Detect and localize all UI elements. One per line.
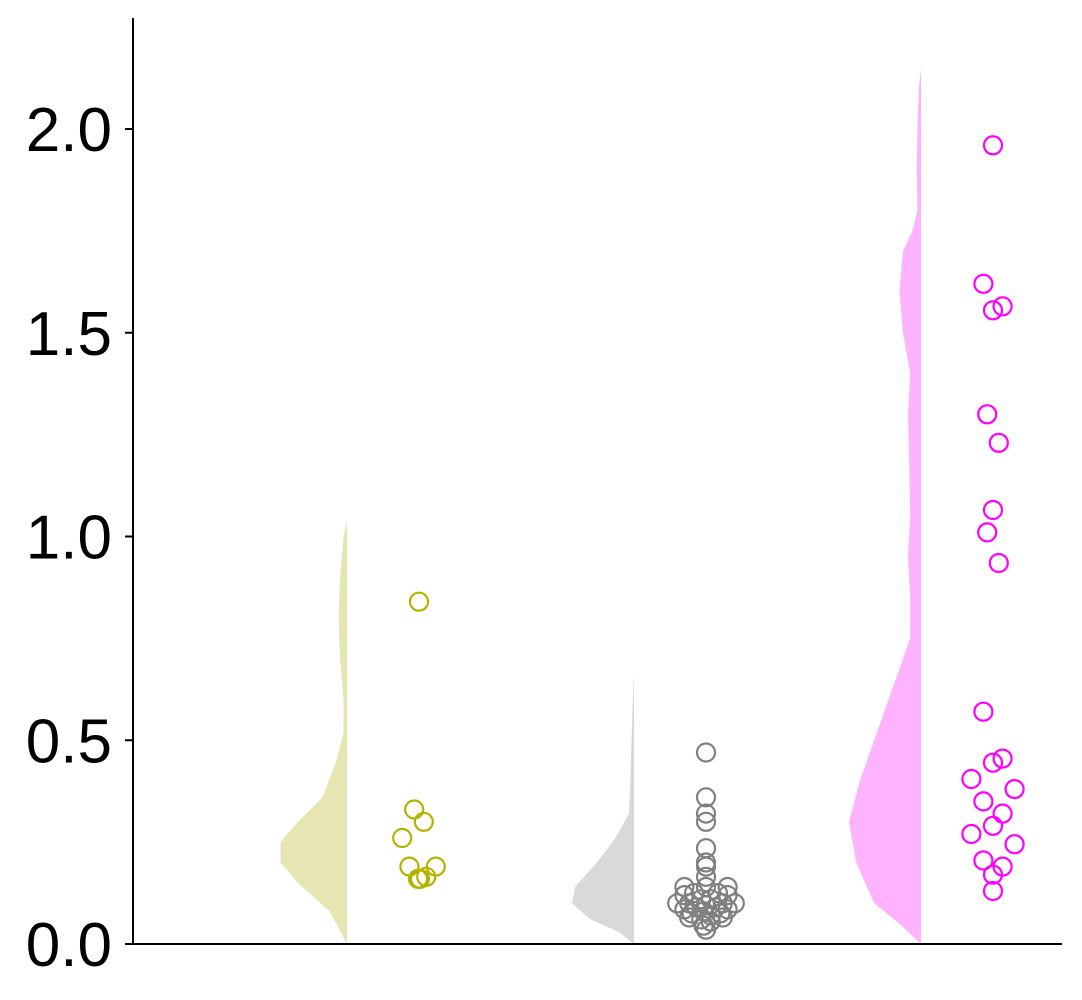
data-point xyxy=(988,552,1009,574)
data-point xyxy=(693,915,714,936)
y-tick-label: 0.0 xyxy=(26,911,112,980)
data-point xyxy=(404,799,425,820)
data-point xyxy=(695,742,717,763)
data-point xyxy=(982,864,1004,885)
axes xyxy=(132,18,1062,945)
data-point xyxy=(425,856,446,877)
data-point xyxy=(973,701,994,722)
data-point xyxy=(724,893,745,914)
data-point xyxy=(695,787,717,808)
data-point xyxy=(413,811,434,832)
data-point xyxy=(695,866,717,887)
data-point xyxy=(700,905,721,926)
density-cloud xyxy=(280,520,347,944)
data-point xyxy=(977,522,998,543)
density-cloud xyxy=(849,67,921,944)
data-point xyxy=(961,768,982,790)
data-point xyxy=(973,791,994,812)
y-tick-label: 1.0 xyxy=(26,504,112,573)
y-ticks: 0.0 0.5 1.0 1.5 2.0 xyxy=(26,96,133,980)
data-point xyxy=(695,856,717,877)
data-point xyxy=(667,893,688,914)
data-point xyxy=(982,499,1004,521)
data-point xyxy=(982,815,1004,836)
data-point xyxy=(982,880,1004,902)
data-point xyxy=(973,850,994,871)
data-point xyxy=(982,135,1004,156)
data-point xyxy=(992,296,1013,317)
data-point xyxy=(695,919,717,940)
data-point xyxy=(408,591,430,612)
density-cloud xyxy=(572,675,634,944)
data-point xyxy=(1004,778,1025,800)
data-point xyxy=(988,432,1009,453)
data-point xyxy=(409,868,431,889)
data-point xyxy=(982,752,1004,773)
y-tick-label: 0.5 xyxy=(26,707,112,776)
points-layer xyxy=(392,135,1025,940)
data-point xyxy=(977,404,998,425)
y-tick-label: 2.0 xyxy=(26,96,112,165)
density-layer xyxy=(280,67,921,944)
data-point xyxy=(695,803,717,824)
data-point xyxy=(392,827,413,849)
data-point xyxy=(712,907,733,928)
data-point xyxy=(982,300,1004,321)
y-tick-label: 1.5 xyxy=(26,300,112,369)
data-point xyxy=(973,273,994,294)
data-point xyxy=(992,803,1013,824)
data-point xyxy=(961,823,982,845)
data-point xyxy=(1004,834,1025,855)
data-point xyxy=(399,856,420,877)
data-point xyxy=(992,748,1013,769)
data-point xyxy=(695,811,717,832)
